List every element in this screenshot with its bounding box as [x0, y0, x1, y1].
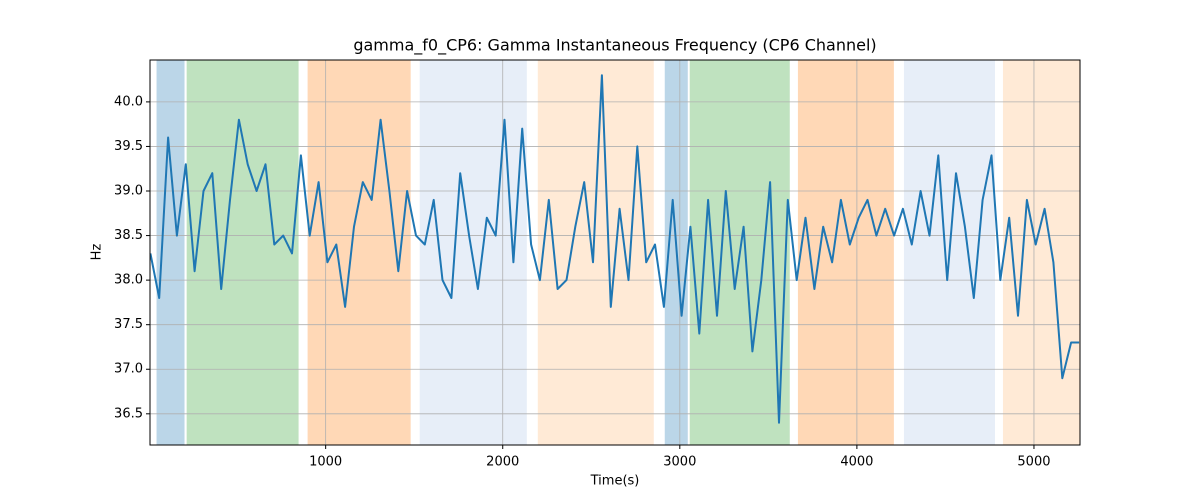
y-tick-label: 38.5	[114, 228, 143, 243]
x-tick-label: 1000	[309, 455, 342, 470]
shaded-span	[419, 60, 527, 445]
y-tick-label: 36.5	[114, 406, 143, 421]
shaded-span	[1002, 60, 1080, 445]
shaded-span	[186, 60, 299, 445]
data-line	[149, 74, 1080, 424]
y-tick-label: 37.0	[114, 362, 143, 377]
x-tick-label: 3000	[663, 455, 696, 470]
shaded-span	[307, 60, 411, 445]
chart-title: gamma_f0_CP6: Gamma Instantaneous Freque…	[353, 36, 876, 56]
y-tick-label: 38.0	[114, 273, 143, 288]
shaded-span	[537, 60, 654, 445]
y-tick-label: 39.5	[114, 139, 143, 154]
shaded-span	[797, 60, 894, 445]
x-tick-label: 4000	[840, 455, 873, 470]
x-tick-label: 2000	[486, 455, 519, 470]
y-tick-label: 40.0	[114, 94, 143, 109]
y-tick-label: 39.0	[114, 184, 143, 199]
plot-frame	[149, 59, 1081, 446]
y-axis-label: Hz	[90, 244, 105, 261]
x-tick-label: 5000	[1017, 455, 1050, 470]
x-axis-label: Time(s)	[590, 474, 640, 489]
y-tick-label: 37.5	[114, 317, 143, 332]
